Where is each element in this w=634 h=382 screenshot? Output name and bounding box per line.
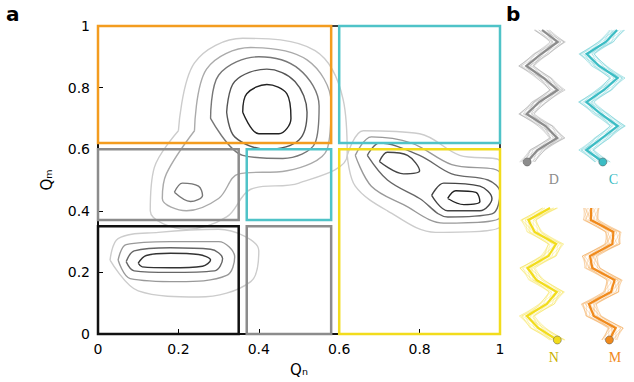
svg-text:N: N — [549, 350, 559, 365]
svg-text:0.4: 0.4 — [248, 341, 270, 357]
svg-text:a: a — [6, 2, 20, 26]
svg-text:0: 0 — [94, 341, 103, 357]
svg-text:0.2: 0.2 — [68, 264, 90, 280]
svg-text:0.6: 0.6 — [68, 141, 90, 157]
svg-text:0.8: 0.8 — [408, 341, 430, 357]
svg-text:0.2: 0.2 — [167, 341, 189, 357]
svg-text:1: 1 — [496, 341, 505, 357]
svg-text:0.8: 0.8 — [68, 80, 90, 96]
svg-text:D: D — [549, 172, 559, 187]
svg-text:Qₙ: Qₙ — [290, 361, 308, 379]
svg-text:b: b — [506, 2, 520, 26]
svg-text:0.6: 0.6 — [328, 341, 350, 357]
svg-text:0: 0 — [81, 326, 90, 342]
svg-text:Qₘ: Qₘ — [38, 169, 56, 190]
svg-text:1: 1 — [81, 18, 90, 34]
svg-text:0.4: 0.4 — [68, 203, 90, 219]
svg-text:C: C — [609, 172, 618, 187]
svg-text:M: M — [609, 350, 622, 365]
